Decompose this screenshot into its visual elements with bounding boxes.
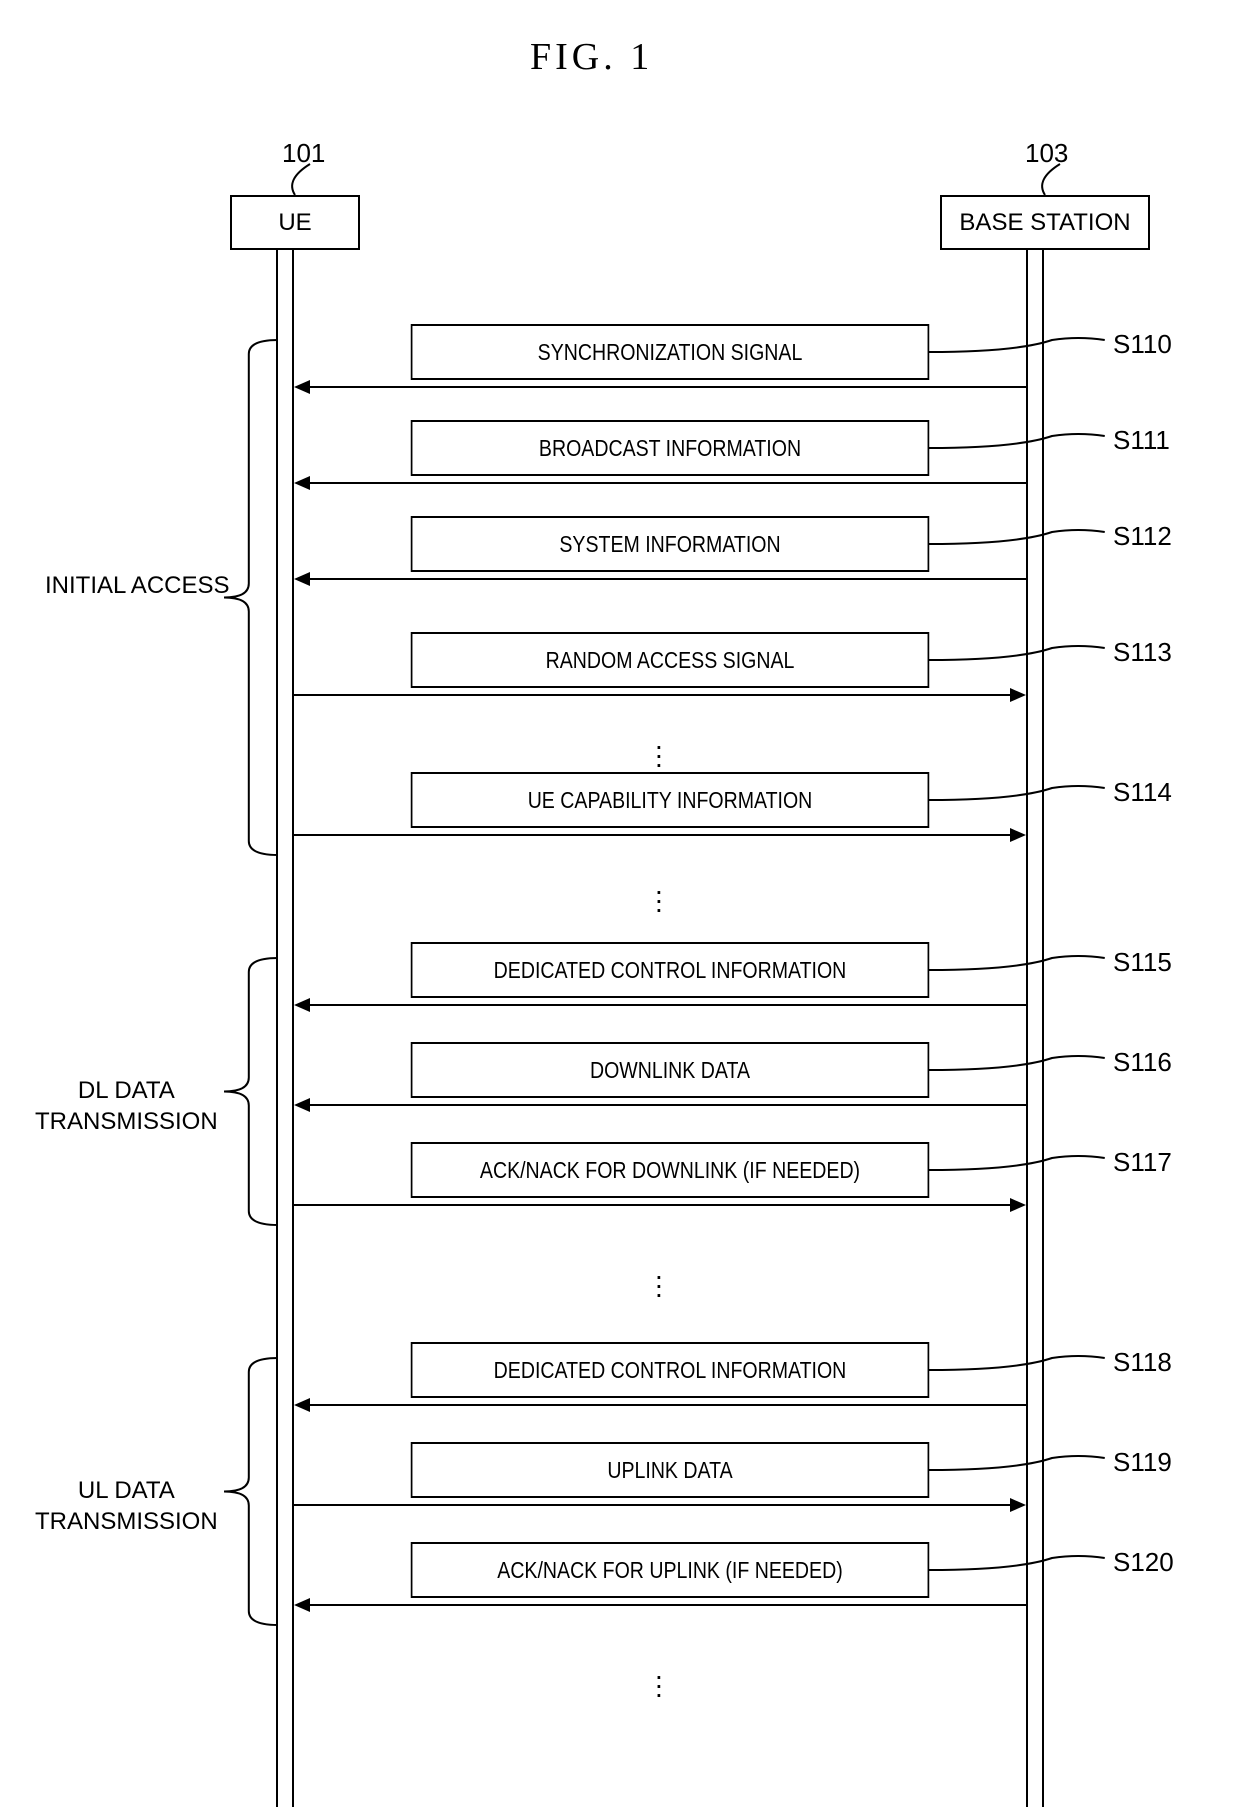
arrowhead-s119 [1010, 1498, 1026, 1512]
step-s111: S111 [1113, 425, 1170, 456]
arrowhead-s120 [294, 1598, 310, 1612]
arrow-s115 [308, 1004, 1026, 1006]
step-s119: S119 [1113, 1447, 1172, 1478]
group-ul-brace [220, 1358, 284, 1625]
arrowhead-s118 [294, 1398, 310, 1412]
msg-s115: DEDICATED CONTROL INFORMATION [411, 942, 930, 998]
arrowhead-s114 [1010, 828, 1026, 842]
arrowhead-s110 [294, 380, 310, 394]
step-s117: S117 [1113, 1147, 1172, 1178]
msg-s120: ACK/NACK FOR UPLINK (IF NEEDED) [411, 1542, 930, 1598]
vdots: ... [655, 1665, 663, 1692]
arrowhead-s113 [1010, 688, 1026, 702]
arrow-s113 [294, 694, 1012, 696]
arrow-s117 [294, 1204, 1012, 1206]
step-s112: S112 [1113, 521, 1172, 552]
group-initial-label: INITIAL ACCESS [45, 570, 230, 601]
arrow-s116 [308, 1104, 1026, 1106]
msg-s112: SYSTEM INFORMATION [411, 516, 930, 572]
step-s115: S115 [1113, 947, 1172, 978]
msg-s113: RANDOM ACCESS SIGNAL [411, 632, 930, 688]
group-dl-brace [220, 958, 284, 1225]
arrowhead-s116 [294, 1098, 310, 1112]
vdots: ... [655, 1265, 663, 1292]
arrow-s114 [294, 834, 1012, 836]
arrow-s110 [308, 386, 1026, 388]
arrowhead-s115 [294, 998, 310, 1012]
arrowhead-s112 [294, 572, 310, 586]
step-s120: S120 [1113, 1547, 1174, 1578]
vdots: ... [655, 880, 663, 907]
step-s110: S110 [1113, 329, 1172, 360]
arrow-s119 [294, 1504, 1012, 1506]
group-ul-label: UL DATA TRANSMISSION [35, 1475, 218, 1537]
msg-s119: UPLINK DATA [411, 1442, 930, 1498]
bs-entity: BASE STATION [940, 195, 1150, 250]
ue-entity: UE [230, 195, 360, 250]
step-s113: S113 [1113, 637, 1172, 668]
step-s116: S116 [1113, 1047, 1172, 1078]
msg-s116: DOWNLINK DATA [411, 1042, 930, 1098]
group-initial-brace [220, 340, 284, 855]
arrow-s120 [308, 1604, 1026, 1606]
msg-s114: UE CAPABILITY INFORMATION [411, 772, 930, 828]
arrow-s112 [308, 578, 1026, 580]
msg-s117: ACK/NACK FOR DOWNLINK (IF NEEDED) [411, 1142, 930, 1198]
vdots: ... [655, 735, 663, 762]
msg-s110: SYNCHRONIZATION SIGNAL [411, 324, 930, 380]
arrow-s118 [308, 1404, 1026, 1406]
msg-s118: DEDICATED CONTROL INFORMATION [411, 1342, 930, 1398]
step-s114: S114 [1113, 777, 1172, 808]
msg-s111: BROADCAST INFORMATION [411, 420, 930, 476]
step-s118: S118 [1113, 1347, 1172, 1378]
arrowhead-s117 [1010, 1198, 1026, 1212]
arrow-s111 [308, 482, 1026, 484]
sequence-diagram: FIG. 1101UE103BASE STATIONSYNCHRONIZATIO… [0, 0, 1240, 1807]
figure-title: FIG. 1 [530, 35, 653, 79]
group-dl-label: DL DATA TRANSMISSION [35, 1075, 218, 1137]
arrowhead-s111 [294, 476, 310, 490]
